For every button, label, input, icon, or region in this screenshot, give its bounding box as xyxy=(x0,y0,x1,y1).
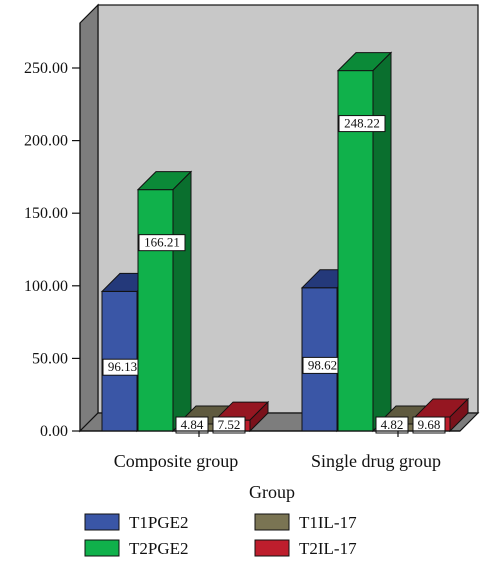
legend-label: T2PGE2 xyxy=(129,539,189,558)
left-wall xyxy=(79,3,99,433)
legend-swatch xyxy=(254,513,290,531)
data-label-text: 4.82 xyxy=(381,417,404,432)
bars-layer: 96.13 166.21 4.84 7.52 98.62 248.22 4.82 9.68 xyxy=(100,51,470,434)
y-tick-label: 150.00 xyxy=(24,205,68,222)
data-label: 4.82 xyxy=(375,416,409,434)
data-label-text: 7.52 xyxy=(218,417,241,432)
x-axis: Composite group Single drug group xyxy=(80,430,460,471)
y-axis: 0.00 50.00 100.00 150.00 200.00 250.00 xyxy=(24,23,81,440)
data-label: 9.68 xyxy=(412,416,446,434)
data-label-box xyxy=(412,416,446,434)
legend-label: T1PGE2 xyxy=(129,513,189,532)
legend-label: T1IL-17 xyxy=(299,513,357,532)
legend-swatch xyxy=(84,539,120,557)
bar-side xyxy=(249,400,269,433)
data-label-box xyxy=(212,416,246,434)
x-axis-title: Group xyxy=(249,482,295,502)
legend-item: T1IL-17 xyxy=(254,513,357,532)
legend-label: T2IL-17 xyxy=(299,539,357,558)
bar-side xyxy=(372,51,392,433)
data-label: 7.52 xyxy=(212,416,246,434)
y-tick-label: 200.00 xyxy=(24,133,68,150)
data-label-text: 248.22 xyxy=(344,116,380,131)
data-label: 96.13 xyxy=(102,358,143,376)
data-label-text: 98.62 xyxy=(308,357,337,372)
legend-swatch xyxy=(254,539,290,557)
y-tick-label: 0.00 xyxy=(40,423,68,440)
data-label-box xyxy=(338,115,386,133)
data-label-box xyxy=(175,416,209,434)
bar xyxy=(136,170,193,433)
legend-item: T2IL-17 xyxy=(254,539,357,558)
data-label-text: 166.21 xyxy=(144,235,180,250)
x-category-label: Composite group xyxy=(114,451,239,471)
bar xyxy=(336,51,393,433)
data-label: 98.62 xyxy=(302,356,343,374)
data-label: 4.84 xyxy=(175,416,209,434)
data-label: 248.22 xyxy=(338,115,386,133)
data-label-text: 4.84 xyxy=(181,417,204,432)
y-tick-label: 50.00 xyxy=(32,350,68,367)
legend: T1PGE2 T1IL-17 T2PGE2 T2IL-17 xyxy=(84,513,357,558)
bar-front xyxy=(137,189,174,432)
data-label: 166.21 xyxy=(138,234,186,252)
data-label-box xyxy=(375,416,409,434)
legend-item: T1PGE2 xyxy=(84,513,189,532)
bar-side xyxy=(172,170,192,433)
legend-swatch xyxy=(84,513,120,531)
data-label-text: 9.68 xyxy=(418,417,441,432)
legend-item: T2PGE2 xyxy=(84,539,189,558)
bar-side xyxy=(449,397,469,433)
y-tick-label: 250.00 xyxy=(24,60,68,77)
data-label-box xyxy=(138,234,186,252)
y-tick-label: 100.00 xyxy=(24,278,68,295)
x-category-label: Single drug group xyxy=(311,451,441,471)
data-label-text: 96.13 xyxy=(108,359,137,374)
